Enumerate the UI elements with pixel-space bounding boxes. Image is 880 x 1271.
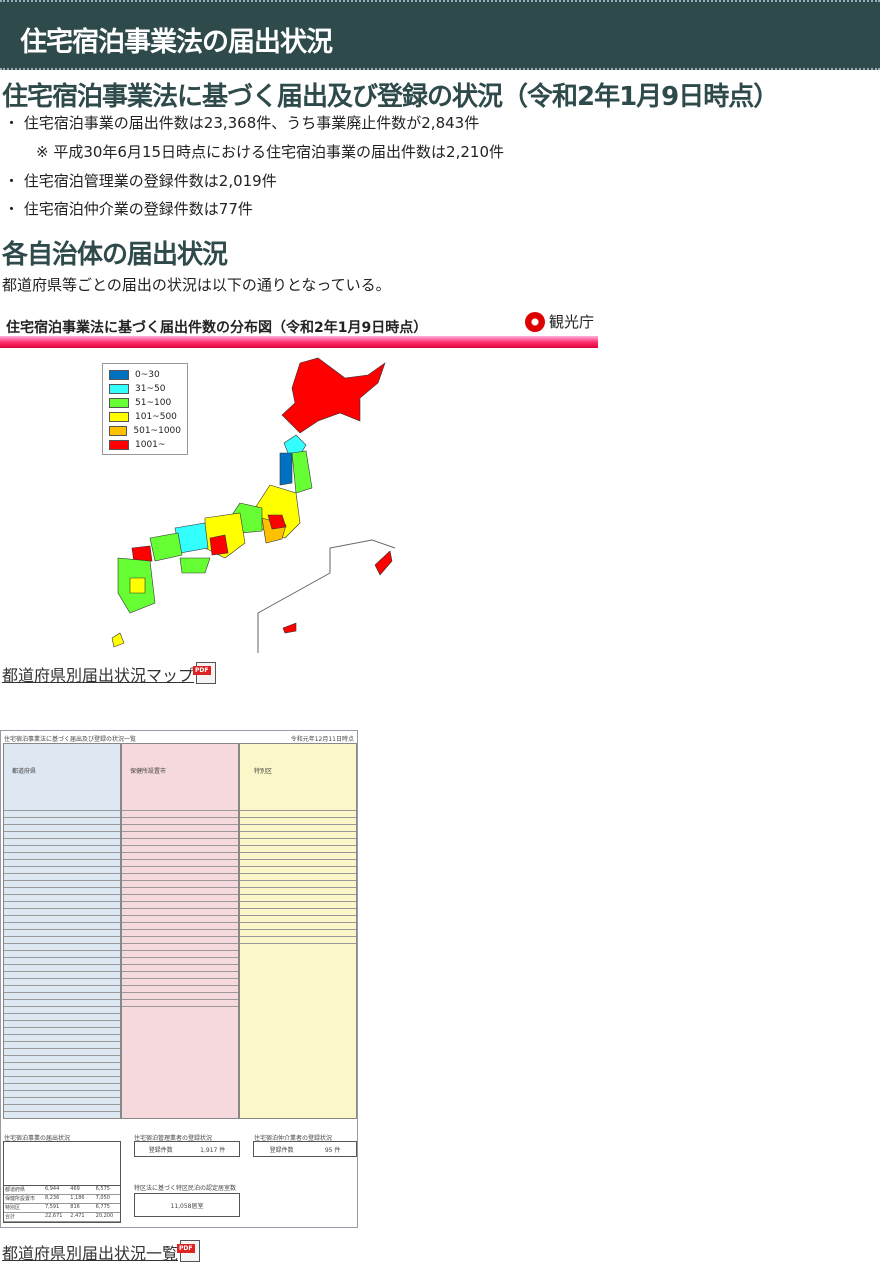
legend-item: 1001~ (109, 438, 181, 452)
summary-row: 合計 22,671 2,471 20,200 (4, 1213, 120, 1222)
pdf-icon: PDF (193, 662, 217, 684)
table-date: 令和元年12月11日時点 (290, 736, 354, 743)
list-item: ・ 住宅宿泊仲介業の登録件数は77件 (4, 200, 253, 218)
distribution-map-image[interactable]: 住宅宿泊事業法に基づく届出件数の分布図（令和2年1月9日時点） 観光庁 0~30… (0, 303, 598, 655)
section-title: 各自治体の届出状況 (2, 240, 228, 270)
legend-swatch (109, 440, 129, 450)
legend-item: 0~30 (109, 368, 181, 382)
pdf-icon: PDF (177, 1240, 201, 1262)
summary-row: 特別区 7,591 816 6,775 (4, 1204, 120, 1213)
summary-row: 都道府県 6,944 469 6,575 (4, 1186, 120, 1195)
prefecture-map-pdf-link[interactable]: 都道府県別届出状況マップ PDF (2, 662, 217, 686)
list-item: ・ 住宅宿泊事業の届出件数は23,368件、うち事業廃止件数が2,843件 (4, 114, 480, 132)
kankocho-logo: 観光庁 (524, 311, 594, 332)
section-title: 住宅宿泊事業法に基づく届出及び登録の状況（令和2年1月9日時点） (2, 82, 779, 112)
prefecture-list-pdf-link[interactable]: 都道府県別届出状況一覧 PDF (2, 1240, 201, 1264)
table-title: 住宅宿泊事業法に基づく届出及び登録の状況一覧 (4, 736, 137, 743)
legend-item: 51~100 (109, 396, 181, 410)
summary-row: 保健所設置市 8,236 1,186 7,050 (4, 1195, 120, 1204)
legend-item: 501~1000 (109, 424, 181, 438)
japan-map (111, 357, 396, 653)
title-band (0, 336, 598, 348)
legend-swatch (109, 398, 129, 408)
page-header: 住宅宿泊事業法の届出状況 (0, 0, 880, 70)
page-title: 住宅宿泊事業法の届出状況 (20, 27, 333, 58)
legend-item: 31~50 (109, 382, 181, 396)
map-title: 住宅宿泊事業法に基づく届出件数の分布図（令和2年1月9日時点） (6, 320, 428, 336)
legend-swatch (109, 370, 129, 380)
map-legend: 0~30 31~50 51~100 101~500 501~1000 1001~ (102, 363, 188, 455)
section-description: 都道府県等ごとの届出の状況は以下の通りとなっている。 (2, 276, 391, 294)
list-item: ・ 住宅宿泊管理業の登録件数は2,019件 (4, 172, 277, 190)
legend-swatch (109, 384, 129, 394)
legend-item: 101~500 (109, 410, 181, 424)
note: ※ 平成30年6月15日時点における住宅宿泊事業の届出件数は2,210件 (36, 143, 504, 161)
legend-swatch (109, 426, 128, 436)
legend-swatch (109, 412, 129, 422)
prefecture-list-image[interactable]: 住宅宿泊事業法に基づく届出及び登録の状況一覧 令和元年12月11日時点 都道府県… (0, 730, 358, 1228)
